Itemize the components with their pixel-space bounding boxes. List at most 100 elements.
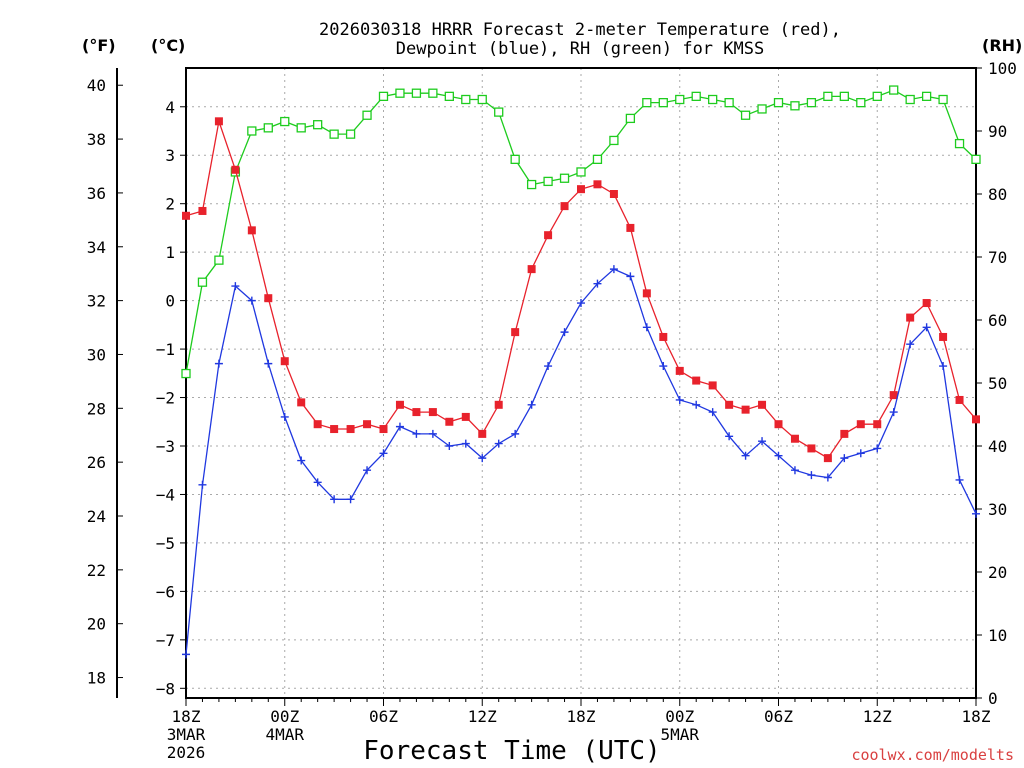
rh-point	[856, 98, 866, 108]
dewpoint-point	[823, 473, 832, 482]
celsius-tick-label: 4	[165, 98, 175, 117]
rh-point	[494, 107, 504, 117]
rh-tick-label: 50	[988, 374, 1007, 393]
dewpoint-point	[412, 429, 421, 438]
fahrenheit-tick-label: 18	[87, 669, 106, 688]
rh-point	[872, 91, 882, 101]
celsius-tick-label: −5	[156, 534, 175, 553]
rh-point	[691, 91, 701, 101]
rh-point	[444, 91, 454, 101]
rh-tick-label: 40	[988, 437, 1007, 456]
rh-tick-label: 60	[988, 311, 1007, 330]
celsius-tick-label: 1	[165, 243, 175, 262]
dewpoint-point	[873, 444, 882, 453]
fahrenheit-tick-label: 36	[87, 184, 106, 203]
fahrenheit-tick-label: 38	[87, 130, 106, 149]
dewpoint-point	[659, 362, 668, 371]
rh-point	[740, 110, 751, 120]
fahrenheit-tick-label: 34	[87, 238, 106, 257]
dewpoint-point	[544, 362, 553, 371]
celsius-tick-label: −6	[156, 582, 175, 601]
temperature-point	[461, 412, 470, 421]
rh-point	[823, 91, 833, 101]
rh-point	[329, 129, 339, 139]
dewpoint-point	[363, 466, 372, 475]
dewpoint-point	[577, 299, 585, 308]
temperature-point	[675, 366, 684, 375]
fahrenheit-tick-label: 28	[87, 399, 106, 418]
dewpoint-point	[774, 451, 783, 460]
rh-point	[773, 98, 784, 108]
fahrenheit-tick-label: 26	[87, 453, 106, 472]
rh-tick-label: 20	[988, 563, 1007, 582]
dewpoint-point	[889, 408, 898, 417]
rh-tick-label: 70	[988, 248, 1007, 267]
chart-title-line-1: 2026030318 HRRR Forecast 2-meter Tempera…	[319, 20, 841, 40]
dewpoint-point	[675, 395, 684, 404]
rh-point	[362, 110, 372, 120]
temperature-point	[544, 231, 553, 240]
temperature-point	[297, 398, 306, 407]
rh-point	[889, 85, 899, 95]
temperature-point	[280, 357, 289, 366]
rh-point	[345, 129, 356, 139]
fahrenheit-tick-label: 32	[87, 292, 106, 311]
temperature-point	[527, 265, 536, 274]
temperature-point	[889, 391, 898, 400]
x-tick-label: 18Z	[567, 707, 596, 726]
rh-point	[461, 94, 471, 105]
dewpoint-point	[198, 480, 207, 489]
dewpoint-point	[741, 451, 750, 460]
rh-point	[921, 91, 932, 101]
dewpoint-point	[527, 400, 536, 409]
rh-point	[197, 277, 208, 287]
dewpoint-point	[231, 282, 240, 291]
celsius-tick-label: 0	[165, 292, 175, 311]
temperature-point	[626, 223, 635, 232]
dewpoint-point	[445, 442, 454, 450]
rh-point	[296, 123, 306, 133]
rh-point	[905, 94, 915, 105]
temperature-point	[593, 180, 602, 189]
temperature-point	[922, 299, 931, 308]
celsius-tick-label: 3	[165, 146, 175, 165]
dewpoint-point	[840, 454, 849, 463]
temperature-point	[708, 381, 717, 390]
dewpoint-point	[708, 408, 717, 417]
dewpoint-point	[725, 432, 734, 441]
rh-point	[477, 94, 487, 105]
temperature-point	[659, 332, 668, 341]
temperature-point	[511, 328, 520, 337]
rh-point	[378, 91, 389, 101]
dewpoint-point	[297, 456, 306, 465]
dewpoint-point	[346, 495, 355, 504]
dewpoint-point	[313, 478, 322, 487]
rh-point	[757, 104, 767, 114]
chart-title-line-2: Dewpoint (blue), RH (green) for KMSS	[396, 39, 764, 59]
dewpoint-point	[807, 471, 816, 480]
temperature-point	[609, 190, 618, 198]
rh-point	[543, 176, 553, 187]
temperature-point	[346, 425, 355, 434]
rh-point	[313, 120, 323, 130]
temperature-point	[856, 420, 865, 429]
x-tick-label: 12Z	[863, 707, 892, 726]
gridlines	[185, 68, 977, 698]
temperature-point	[692, 376, 701, 385]
temperature-point	[560, 202, 569, 211]
rh-point	[395, 88, 405, 98]
temperature-point	[363, 420, 372, 429]
temperature-point	[264, 294, 273, 303]
rh-point	[675, 94, 685, 105]
temperature-point	[725, 400, 734, 409]
temperature-point	[873, 420, 882, 429]
dewpoint-point	[247, 296, 256, 305]
temperature-point	[642, 289, 651, 298]
celsius-tick-label: −2	[156, 389, 175, 408]
rh-point	[263, 123, 273, 133]
x-tick-label: 18Z	[962, 707, 991, 726]
rh-point	[658, 98, 668, 108]
rh-point	[526, 179, 537, 190]
dewpoint-point	[955, 475, 964, 484]
rh-point	[806, 98, 817, 108]
